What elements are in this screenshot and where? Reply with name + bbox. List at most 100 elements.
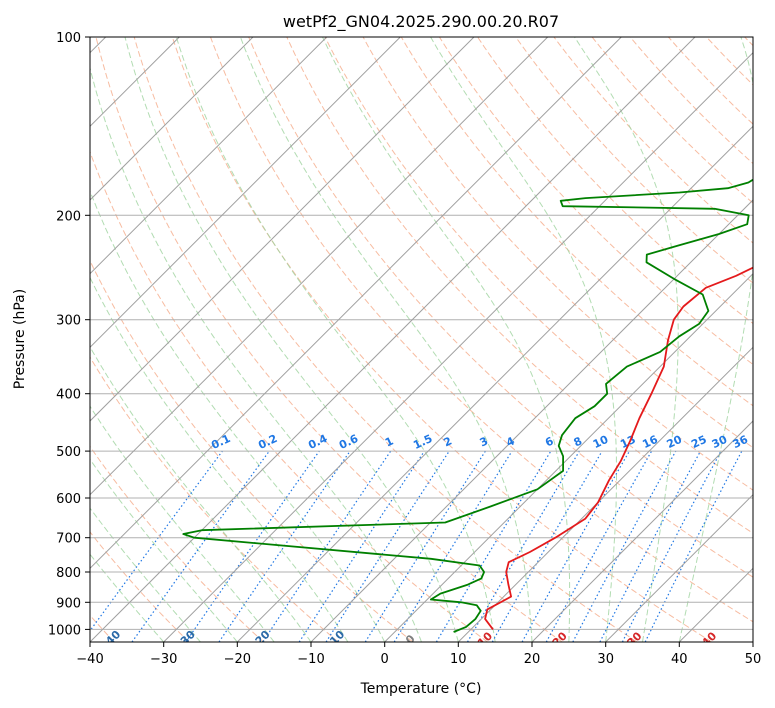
dry-adiabat-line [438, 37, 753, 366]
x-tick-label: 10 [450, 652, 467, 667]
isotherm-line [90, 37, 622, 570]
mixing-ratio-label: 10 [591, 433, 611, 451]
moist-adiabat-line [678, 37, 753, 642]
mixing-ratio-line [491, 450, 603, 642]
y-tick-label: 800 [56, 566, 81, 581]
y-tick-label: 600 [56, 492, 81, 507]
dry-adiabat-line [90, 259, 414, 642]
dry-adiabat-line [286, 37, 753, 534]
moist-adiabat-line [430, 37, 617, 642]
plot-area: 0.1 0.2 0.4 0.6 1 1.5 2 3 4 6 8 10 13 16 20 25 30 36-40 -3… [90, 37, 753, 647]
isotherm-line [90, 37, 475, 422]
x-axis-label: Temperature (°C) [360, 681, 482, 697]
moist-adiabat-line [239, 37, 533, 642]
dry-adiabat-line [133, 37, 638, 642]
dry-adiabat-line [90, 150, 488, 642]
y-tick-label: 100 [56, 31, 81, 46]
mixing-ratio-line [218, 450, 351, 642]
mixing-ratio-label: 16 [640, 433, 660, 451]
mixing-ratio-line [131, 450, 270, 642]
dry-adiabat-line [591, 37, 753, 204]
dry-adiabat-line [400, 37, 753, 407]
x-tick-label: −20 [224, 652, 251, 667]
moist-adiabat-line [90, 65, 422, 642]
mixing-ratio-line [521, 450, 631, 642]
y-tick-label: 900 [56, 596, 81, 611]
dry-adiabat-line [210, 37, 753, 623]
moist-adiabat-line [90, 507, 201, 642]
moist-adiabats [90, 37, 753, 642]
x-tick-label: 30 [597, 652, 614, 667]
dry-adiabat-line [553, 37, 753, 244]
dewpoint-profile-line [182, 178, 753, 633]
x-tick-label: 20 [524, 652, 541, 667]
y-tick-label: 200 [56, 209, 81, 224]
dry-adiabat-line [629, 37, 753, 165]
y-tick-label: 700 [56, 532, 81, 547]
plot-frame [89, 36, 754, 643]
y-tick-label: 300 [56, 314, 81, 329]
isotherm-line [384, 272, 753, 642]
moist-adiabat-line [90, 276, 349, 642]
isotherm-line [90, 37, 549, 496]
moist-adiabat-line [175, 37, 496, 642]
x-tick-label: 40 [671, 652, 688, 667]
isotherm-line [310, 199, 753, 642]
isotherm-line [90, 37, 696, 642]
mixing-ratio-line [393, 450, 513, 642]
moist-adiabat-line [90, 553, 165, 642]
x-tick-label: 0 [381, 652, 389, 667]
isotherm-line [457, 346, 753, 642]
y-tick-label: 500 [56, 445, 81, 460]
dry-adiabats [90, 37, 753, 642]
mixing-ratio-line [185, 450, 320, 642]
mixing-ratio-label: 13 [618, 433, 637, 451]
mixing-ratio-label: 20 [665, 433, 685, 451]
x-tick-label: −10 [297, 652, 324, 667]
y-axis-label: Pressure (hPa) [12, 289, 28, 389]
isotherm-line [90, 37, 401, 349]
moist-adiabat-line [90, 189, 386, 642]
isotherm-line [90, 37, 328, 275]
isotherm-line [605, 493, 753, 642]
isotherm-lines [90, 37, 753, 642]
moist-adiabat-line [574, 37, 679, 642]
mixing-ratio-lines [90, 450, 743, 642]
isotherm-line [163, 51, 753, 642]
x-tick-label: −40 [76, 652, 103, 667]
y-tick-label: 400 [56, 388, 81, 403]
isotherm-line [90, 37, 254, 201]
x-tick-label: −30 [150, 652, 177, 667]
y-tick-label: 1000 [48, 623, 81, 638]
dry-adiabat-label: 0 [403, 632, 418, 647]
chart-title: wetPf2_GN04.2025.290.00.20.R07 [283, 12, 559, 32]
x-tick-label: 50 [745, 652, 762, 667]
isotherm-line [236, 125, 753, 642]
moist-adiabat-line [322, 37, 571, 642]
profile-series [182, 178, 753, 633]
mixing-ratio-line [325, 450, 450, 642]
moist-adiabat-line [90, 405, 275, 642]
dry-adiabat-line [515, 37, 753, 284]
mixing-ratio-label: 30 [710, 433, 730, 451]
mixing-ratio-line [572, 450, 677, 642]
dry-adiabat-line [477, 37, 753, 325]
moist-adiabat-line [124, 37, 459, 642]
mixing-ratio-line [435, 450, 552, 642]
mixing-ratio-label: 25 [689, 433, 708, 451]
mixing-ratio-label: 36 [731, 433, 751, 451]
mixing-ratio-line [90, 450, 223, 632]
dry-adiabat-line [90, 531, 190, 642]
dry-adiabat-line [248, 37, 753, 578]
dry-adiabat-line [95, 37, 563, 642]
x-axis-ticks: −40 −30 −20 −10 0 10 20 30 40 50 [76, 642, 761, 667]
temperature-profile-line [484, 266, 753, 630]
dry-adiabat-line [324, 37, 753, 491]
isotherm-line [531, 420, 753, 642]
y-axis-ticks: 100 200 300 400 500 600 700 800 900 1000 [48, 31, 90, 638]
moist-adiabat-line [90, 458, 238, 642]
mixing-ratio-line [466, 450, 580, 642]
mixing-ratio-line [364, 450, 486, 642]
